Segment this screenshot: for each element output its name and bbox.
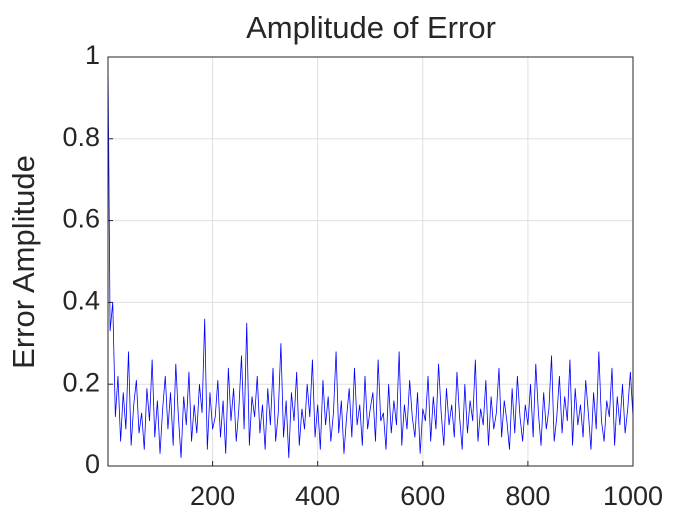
y-tick-label: 1 — [85, 40, 100, 70]
y-tick-label: 0.4 — [62, 286, 100, 316]
y-tick-label: 0.2 — [62, 367, 100, 397]
y-tick-label: 0 — [85, 449, 100, 479]
plot-area — [108, 57, 633, 466]
chart-title: Amplitude of Error — [246, 10, 496, 45]
data-line — [107, 56, 634, 458]
x-tick-label: 600 — [400, 481, 445, 511]
x-tick-label: 800 — [505, 481, 550, 511]
axes-box — [107, 56, 634, 467]
x-tick-label: 400 — [295, 481, 340, 511]
x-tick-label: 200 — [190, 481, 235, 511]
x-tick-label: 1000 — [603, 481, 663, 511]
y-tick-label: 0.6 — [62, 204, 100, 234]
y-axis-label: Error Amplitude — [6, 155, 41, 369]
y-tick-label: 0.8 — [62, 122, 100, 152]
